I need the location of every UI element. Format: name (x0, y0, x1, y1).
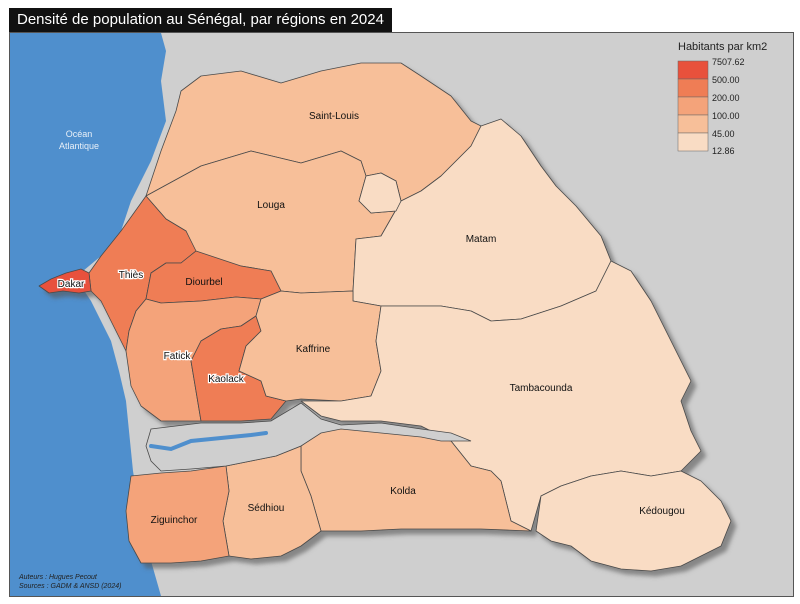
legend-swatch (677, 114, 709, 134)
legend-break: 200.00 (712, 93, 740, 103)
region-ziguinchor[interactable] (125, 465, 230, 564)
legend-swatch (677, 96, 709, 116)
ocean-label: Océan (66, 129, 93, 139)
label-tambacounda: Tambacounda (510, 383, 573, 394)
legend: Habitants par km2 7507.62 500.00 200.00 … (677, 41, 767, 156)
legend-break: 100.00 (712, 111, 740, 121)
label-kedougou: Kédougou (639, 506, 685, 517)
gambia (145, 402, 472, 472)
region-kedougou[interactable] (535, 470, 732, 572)
legend-break: 7507.62 (712, 57, 745, 67)
map-canvas: Océan Atlantique Saint (10, 33, 767, 596)
legend-title: Habitants par km2 (678, 41, 767, 53)
credits-sources: Sources : GADM & ANSD (2024) (19, 583, 121, 590)
legend-break: 500.00 (712, 75, 740, 85)
label-louga: Louga (257, 200, 285, 211)
region-matam-enclave[interactable] (358, 172, 402, 214)
map-title: Densité de population au Sénégal, par ré… (9, 8, 392, 32)
ocean-label: Atlantique (59, 141, 99, 151)
label-kaolack: Kaolack (208, 374, 245, 385)
gambia-river (149, 431, 268, 452)
region-dakar[interactable] (38, 268, 92, 294)
label-sedhiou: Sédhiou (248, 503, 285, 514)
map-frame: Océan Atlantique Saint (9, 32, 794, 597)
legend-swatch (677, 78, 709, 98)
label-ziguinchor: Ziguinchor (151, 515, 198, 526)
legend-swatch (677, 60, 709, 80)
legend-break: 12.86 (712, 146, 735, 156)
label-kolda: Kolda (390, 486, 416, 497)
label-saint-louis: Saint-Louis (309, 111, 359, 122)
label-thies: Thiès (119, 270, 143, 281)
credits-authors: Auteurs : Hugues Pecout (18, 574, 98, 581)
senegal-regions (38, 62, 732, 572)
label-kaffrine: Kaffrine (296, 344, 331, 355)
label-fatick: Fatick (164, 351, 192, 362)
label-diourbel: Diourbel (185, 277, 222, 288)
legend-break: 45.00 (712, 129, 735, 139)
legend-swatch (677, 132, 709, 152)
label-matam: Matam (466, 234, 497, 245)
label-dakar: Dakar (58, 279, 85, 290)
